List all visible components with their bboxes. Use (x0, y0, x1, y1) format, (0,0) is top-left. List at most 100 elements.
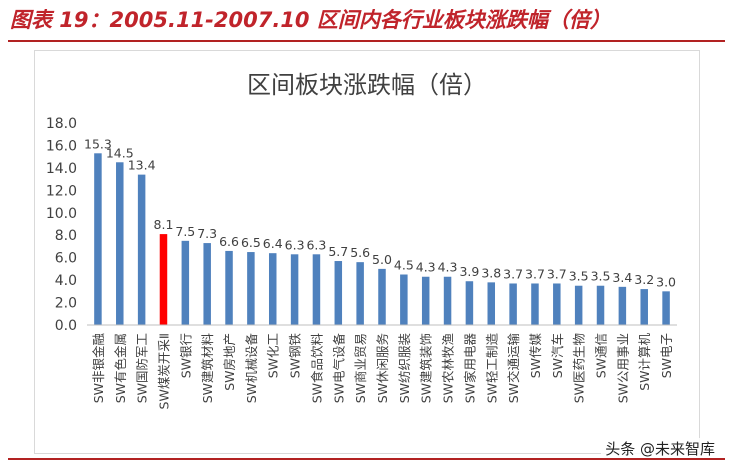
bar (574, 285, 583, 325)
watermark: 头条 @未来智库 (601, 438, 719, 459)
data-label: 5.6 (350, 245, 370, 260)
chart-title: 区间板块涨跌幅（倍） (247, 71, 487, 99)
x-tick-label: SW钢铁 (288, 333, 303, 379)
data-label: 6.6 (219, 234, 239, 249)
data-label: 6.5 (241, 235, 261, 250)
data-label: 13.4 (128, 158, 156, 173)
bar (203, 243, 211, 325)
x-tick-label: SW化工 (266, 333, 281, 378)
y-tick-label: 2.0 (55, 296, 77, 312)
data-label: 3.5 (569, 269, 589, 284)
data-label: 3.7 (547, 266, 567, 281)
x-tick-label: SW有色金属 (113, 333, 128, 403)
bar (334, 261, 343, 325)
bar (509, 283, 517, 325)
x-tick-label: SW公用事业 (615, 333, 630, 403)
data-labels: 15.314.513.48.1 7.5 7.36.6 6.5 6.4 6.3 6.3 5.7 5… (84, 136, 676, 289)
bar (421, 276, 430, 325)
bar (378, 268, 386, 325)
bar (159, 234, 168, 325)
y-tick-label: 0.0 (55, 318, 77, 334)
y-tick-label: 4.0 (55, 273, 77, 289)
bar (290, 254, 299, 325)
bar (181, 240, 190, 325)
x-tick-label: SW建筑材料 (200, 333, 215, 404)
bar (268, 253, 277, 325)
bar (443, 276, 452, 325)
bar (662, 291, 670, 325)
title-divider (8, 40, 725, 42)
bar (618, 286, 627, 325)
bar-chart: 区间板块涨跌幅（倍） 0.0 2.0 4.0 6.0 8.0 10.0 12.0 14.0 16… (46, 71, 677, 410)
data-label: 7.3 (197, 226, 217, 241)
x-tick-label: SW国防军工 (135, 333, 150, 403)
x-tick-label: SW通信 (594, 333, 609, 378)
data-label: 3.2 (634, 272, 654, 287)
bar (640, 289, 648, 325)
x-tick-label: SW煤炭开采Ⅱ (156, 333, 171, 409)
data-label: 3.7 (503, 266, 523, 281)
x-tick-label: SW汽车 (550, 333, 565, 378)
data-label: 3.7 (525, 266, 545, 281)
data-label: 8.1 (154, 217, 174, 232)
x-tick-label: SW交通运输 (506, 333, 521, 404)
x-tick-label: SW休闲服务 (375, 333, 390, 403)
bar (137, 174, 146, 325)
bar (531, 283, 539, 325)
report-figure-title: 图表 19：2005.11-2007.10 区间内各行业板块涨跌幅（倍） (10, 8, 611, 32)
bottom-divider (8, 458, 725, 460)
data-label: 3.8 (481, 265, 501, 280)
x-tick-label: SW建筑装饰 (419, 333, 434, 403)
y-tick-label: 10.0 (46, 206, 77, 222)
data-label: 3.9 (459, 264, 479, 279)
bar (596, 285, 605, 325)
bar (247, 252, 255, 325)
x-tick-label: SW房地产 (222, 333, 237, 391)
data-label: 14.5 (106, 145, 134, 160)
data-label: 4.3 (416, 260, 436, 275)
data-label: 7.5 (175, 224, 195, 239)
x-tick-label: SW机械设备 (244, 333, 259, 404)
data-label: 5.0 (372, 252, 392, 267)
x-tick-label: SW电子 (659, 333, 674, 378)
bar (312, 254, 321, 325)
x-tick-label: SW农林牧渔 (441, 333, 456, 403)
x-tick-label: SW轻工制造 (484, 333, 499, 404)
x-tick-label: SW食品饮料 (309, 333, 324, 404)
bar (225, 250, 233, 325)
data-label: 15.3 (84, 136, 112, 151)
bar (356, 262, 364, 325)
x-tick-label: SW非银金融 (91, 333, 106, 404)
x-tick-label: SW传媒 (528, 333, 543, 379)
x-tick-label: SW电气设备 (331, 333, 346, 404)
bar (116, 162, 124, 325)
data-label: 4.5 (394, 258, 414, 273)
y-tick-label: 14.0 (46, 161, 77, 177)
data-label: 5.7 (328, 244, 348, 259)
x-tick-label: SW计算机 (637, 333, 652, 391)
y-tick-label: 18.0 (46, 116, 77, 132)
chart-frame: 区间板块涨跌幅（倍） 0.0 2.0 4.0 6.0 8.0 10.0 12.0 14.0 16… (34, 50, 700, 454)
bar-series (94, 153, 670, 325)
data-label: 3.5 (591, 269, 611, 284)
data-label: 6.4 (263, 236, 283, 251)
data-label: 4.3 (438, 260, 458, 275)
y-axis: 0.0 2.0 4.0 6.0 8.0 10.0 12.0 14.0 16.0 18.0 (46, 116, 77, 334)
y-tick-label: 12.0 (46, 183, 77, 199)
x-tick-label: SW纺织服装 (397, 333, 412, 403)
data-label: 6.3 (306, 237, 326, 252)
bar (94, 153, 102, 325)
x-tick-label: SW医药生物 (572, 333, 587, 403)
bar (487, 282, 496, 325)
x-tick-label: SW商业贸易 (353, 333, 368, 403)
x-axis-labels: SW非银金融 SW有色金属 SW国防军工 SW煤炭开采Ⅱ SW银行 SW建筑材料 SW房地产… (91, 333, 674, 410)
bar (553, 283, 561, 325)
data-label: 3.4 (612, 270, 632, 285)
bar (465, 281, 474, 325)
bar (400, 274, 408, 325)
x-tick-label: SW银行 (178, 333, 193, 378)
y-tick-label: 8.0 (55, 228, 77, 244)
data-label: 3.0 (656, 274, 676, 289)
x-tick-label: SW家用电器 (462, 333, 477, 404)
y-tick-label: 16.0 (46, 138, 77, 154)
